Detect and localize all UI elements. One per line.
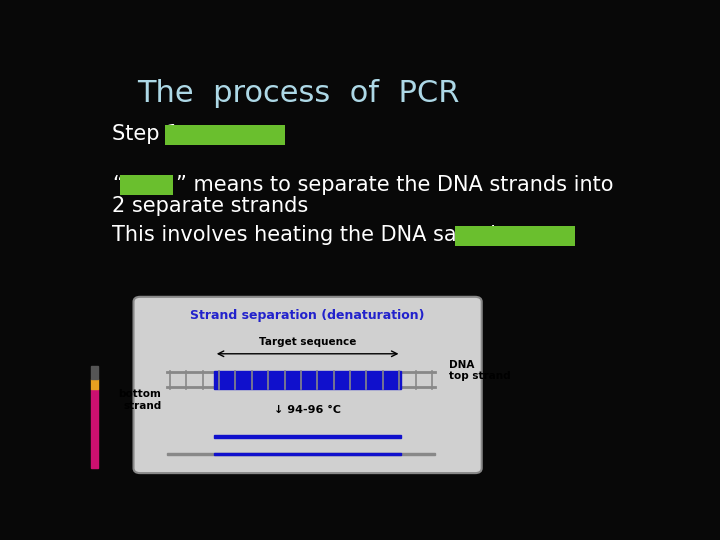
- Text: Target sequence: Target sequence: [259, 337, 356, 347]
- Text: Strand separation (denaturation): Strand separation (denaturation): [190, 309, 425, 322]
- Text: Step 1:: Step 1:: [112, 124, 186, 144]
- Bar: [214, 435, 401, 438]
- Text: This involves heating the DNA sample up to: This involves heating the DNA sample up …: [112, 225, 570, 245]
- Bar: [167, 453, 435, 455]
- FancyBboxPatch shape: [456, 226, 575, 246]
- FancyBboxPatch shape: [120, 174, 173, 194]
- Bar: [214, 371, 401, 389]
- Text: DNA
top strand: DNA top strand: [449, 360, 510, 381]
- Text: “: “: [112, 174, 123, 194]
- Text: bottom
strand: bottom strand: [119, 389, 161, 411]
- Bar: [91, 366, 98, 379]
- Text: ↓ 94-96 °C: ↓ 94-96 °C: [274, 406, 341, 415]
- Text: The  process  of  PCR: The process of PCR: [138, 79, 460, 109]
- FancyBboxPatch shape: [133, 297, 482, 473]
- Text: ” means to separate the DNA strands into: ” means to separate the DNA strands into: [176, 174, 613, 194]
- Text: 2 separate strands: 2 separate strands: [112, 196, 309, 216]
- Bar: [91, 389, 98, 468]
- FancyBboxPatch shape: [166, 125, 285, 145]
- Bar: [91, 379, 98, 389]
- Bar: [214, 453, 401, 455]
